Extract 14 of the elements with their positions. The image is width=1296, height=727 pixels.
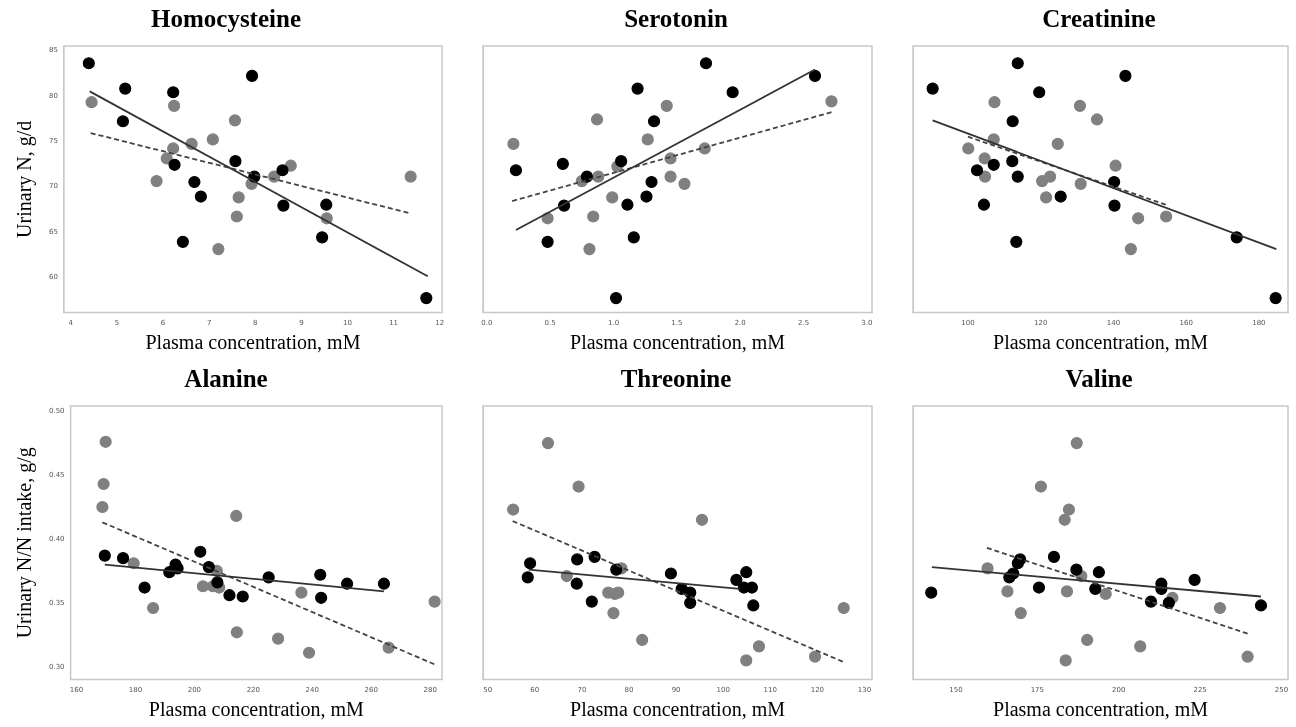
y-axis-title: Urinary N, g/d: [13, 120, 37, 238]
x-axis-title: Plasma concentration, mM: [148, 698, 364, 721]
chart-title: Alanine: [184, 365, 268, 393]
chart-title: Threonine: [620, 365, 732, 393]
chart-title: Creatinine: [1042, 5, 1156, 33]
x-axis-title: Plasma concentration, mM: [570, 698, 786, 721]
x-axis-title: Plasma concentration, mM: [993, 698, 1209, 721]
chart-title: Serotonin: [624, 5, 728, 33]
chart-title: Valine: [1065, 365, 1133, 393]
x-axis-title: Plasma concentration, mM: [993, 331, 1209, 354]
chart-title: Homocysteine: [151, 5, 301, 33]
x-axis-title: Plasma concentration, mM: [145, 331, 361, 354]
x-axis-title: Plasma concentration, mM: [570, 331, 786, 354]
y-axis-title: Urinary N/N intake, g/g: [13, 447, 37, 639]
